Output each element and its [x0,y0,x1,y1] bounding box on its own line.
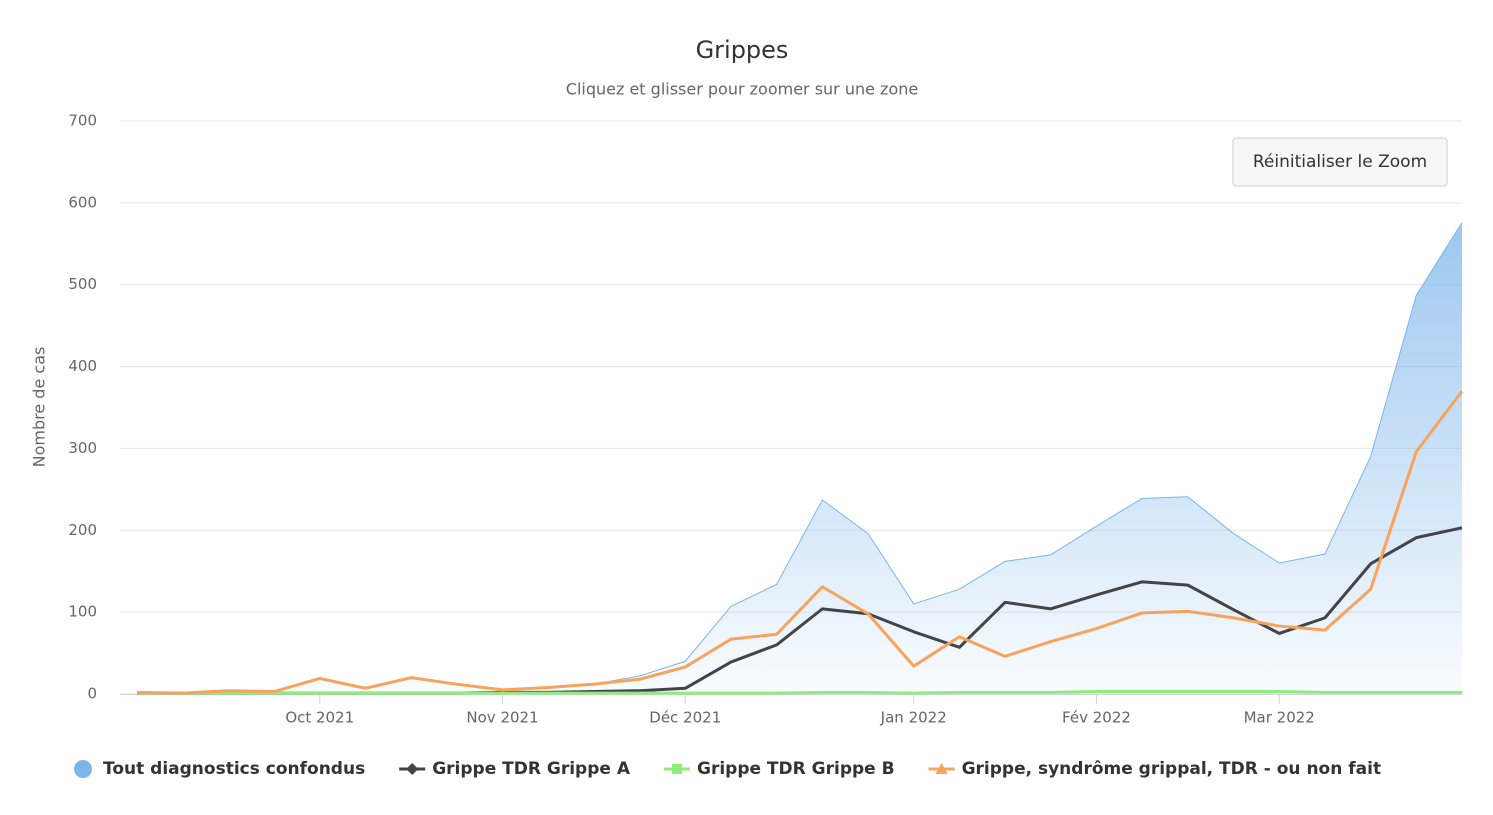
plot: 0 100 200 300 400 500 600 700 Oct 2021 Nov 2021 Dé… [68,112,1464,727]
legend-symbol[interactable] [74,760,92,778]
x-tick-label: Fév 2022 [1062,709,1131,727]
series-line [136,390,1464,695]
y-axis-title: Nombre de cas [30,347,49,468]
series-line [137,690,1462,695]
legend-label[interactable]: Grippe TDR Grippe B [697,759,895,779]
legend-symbol[interactable] [406,763,419,775]
reset-zoom-button[interactable]: Réinitialiser le Zoom [1232,137,1448,187]
x-tick-label: Mar 2022 [1244,709,1315,727]
x-tick-label: Oct 2021 [285,709,354,727]
x-tick-label: Nov 2021 [466,709,538,727]
y-tick-label: 700 [68,112,97,130]
y-tick-label: 400 [68,357,97,375]
chart-title: Grippes [696,36,789,64]
y-tick-label: 200 [68,521,97,539]
legend-label[interactable]: Tout diagnostics confondus [103,759,365,779]
legend-item[interactable]: Grippe TDR Grippe A [399,759,631,779]
y-tick-label: 100 [68,603,97,621]
legend-label[interactable]: Grippe, syndrôme grippal, TDR - ou non f… [962,759,1382,779]
legend-item[interactable]: Grippe, syndrôme grippal, TDR - ou non f… [928,759,1382,779]
y-tick-label: 500 [68,275,97,293]
button-label[interactable]: Réinitialiser le Zoom [1253,152,1427,172]
y-tick-label: 0 [87,685,97,703]
area-fill [137,222,1462,694]
legend-item[interactable]: Tout diagnostics confondus [74,759,365,779]
legend: Tout diagnostics confondus Grippe TDR Gri… [74,759,1381,779]
button-box[interactable] [1232,137,1448,187]
legend-item[interactable]: Grippe TDR Grippe B [663,759,895,779]
y-tick-label: 600 [68,193,97,211]
legend-symbol[interactable] [671,764,682,774]
chart-subtitle: Cliquez et glisser pour zoomer sur une z… [566,80,918,99]
y-tick-label: 300 [68,439,97,457]
legend-label[interactable]: Grippe TDR Grippe A [432,759,631,779]
x-tick-label: Déc 2021 [649,709,721,727]
legend-symbol[interactable] [935,763,948,774]
x-tick-label: Jan 2022 [880,709,947,727]
